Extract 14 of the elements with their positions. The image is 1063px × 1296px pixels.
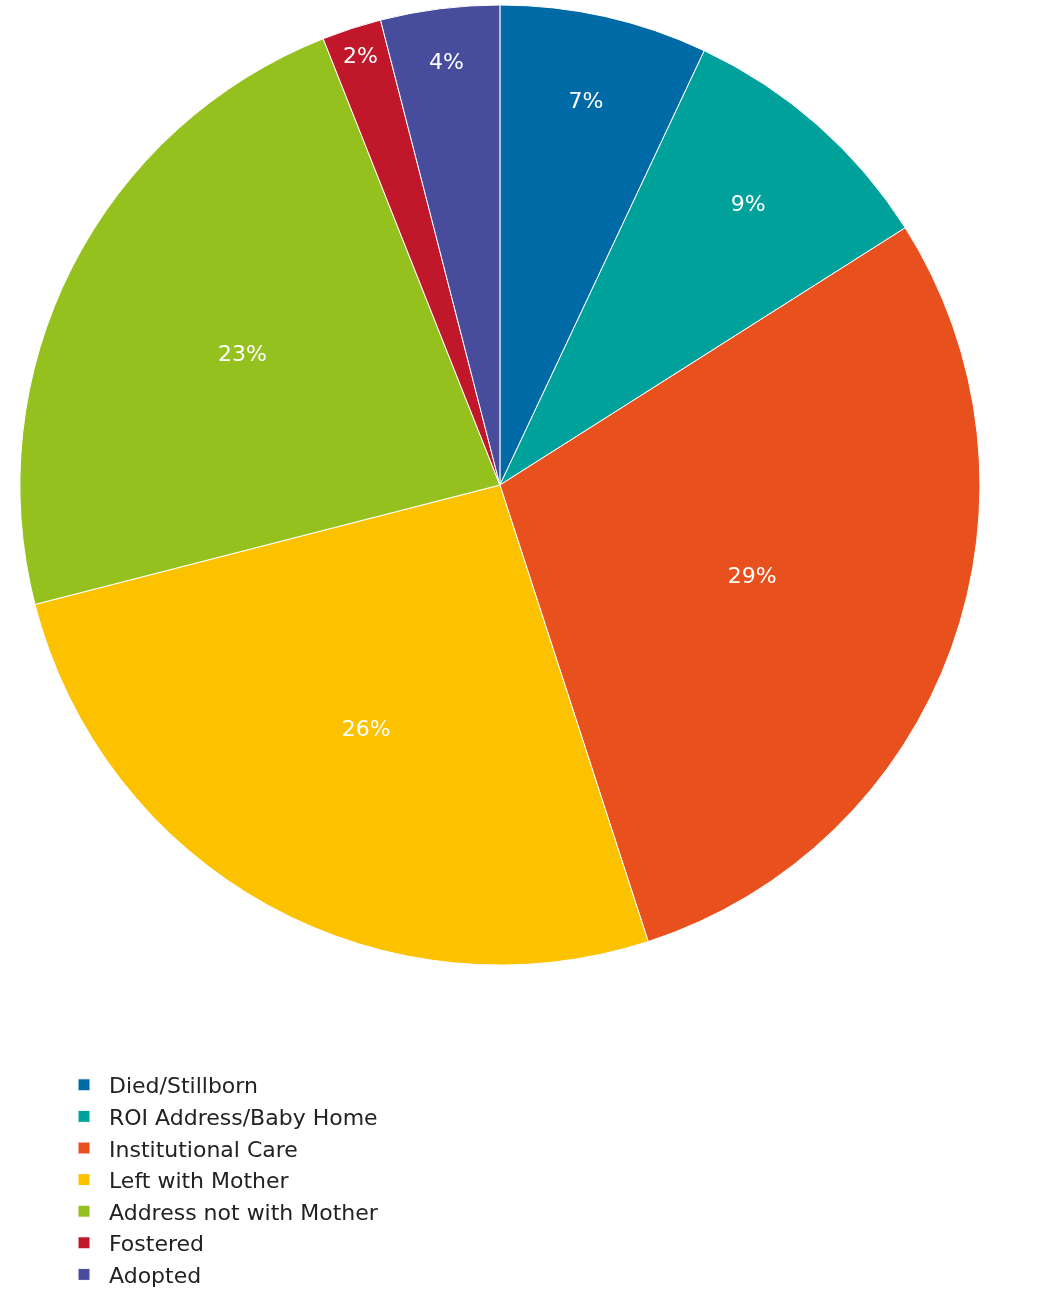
- legend-label: ROI Address/Baby Home: [109, 1104, 378, 1130]
- legend-label: Fostered: [109, 1231, 205, 1257]
- data-label: 29%: [727, 563, 777, 589]
- legend-label: Institutional Care: [109, 1136, 298, 1162]
- data-label: 9%: [730, 191, 766, 216]
- data-label: 4%: [428, 49, 464, 75]
- legend-label: Adopted: [109, 1262, 202, 1288]
- data-label: 26%: [341, 715, 391, 741]
- legend-label: Left with Mother: [109, 1168, 290, 1194]
- data-label: 2%: [342, 42, 378, 68]
- legend-label: Died/Stillborn: [109, 1073, 258, 1099]
- legend-label: Address not with Mother: [109, 1199, 379, 1225]
- data-label: 23%: [218, 341, 267, 367]
- data-label: 7%: [568, 87, 604, 113]
